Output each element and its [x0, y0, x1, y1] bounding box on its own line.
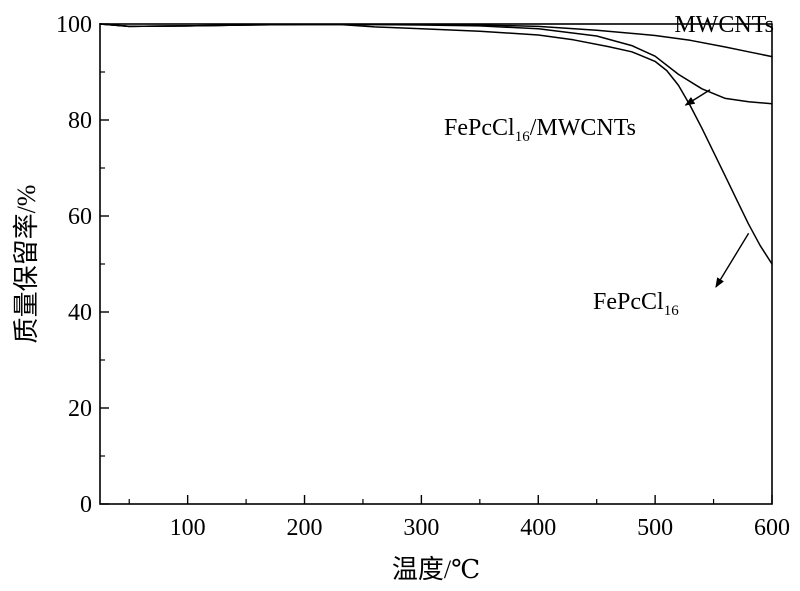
- annotation-arrow-composite: [684, 89, 711, 106]
- annotation-arrow-fepccl16: [715, 232, 750, 288]
- y-axis-ticks: 0 20 40 60 80 100: [56, 12, 109, 518]
- label-mwcnts: MWCNTs: [674, 12, 774, 38]
- y-tick-label: 80: [68, 108, 92, 134]
- plot-frame: [99, 23, 773, 505]
- y-tick-label: 100: [56, 12, 92, 38]
- x-tick-label: 100: [170, 515, 206, 541]
- x-tick-label: 200: [287, 515, 323, 541]
- x-tick-label: 400: [520, 515, 556, 541]
- x-tick-label: 300: [403, 515, 439, 541]
- label-fepccl16: FePcCl16: [593, 289, 679, 319]
- y-tick-label: 0: [80, 492, 92, 518]
- label-fepccl16-mwcnts-main: FePcCl: [444, 115, 515, 141]
- x-axis-ticks: 100 200 300 400 500 600: [128, 495, 790, 541]
- annotation-layer: [684, 89, 750, 288]
- series-layer: [99, 23, 773, 265]
- x-tick-label: 500: [637, 515, 673, 541]
- x-tick-label: 600: [754, 515, 790, 541]
- label-fepccl16-mwcnts-rest: /MWCNTs: [530, 115, 636, 141]
- y-tick-label: 20: [68, 396, 92, 422]
- label-fepccl16-main: FePcCl: [593, 289, 664, 315]
- y-tick-label: 60: [68, 204, 92, 230]
- label-fepccl16-mwcnts-sub: 16: [515, 129, 531, 145]
- series-line-1: [99, 23, 773, 105]
- series-line-2: [99, 23, 773, 265]
- y-axis-label: 质量保留率/%: [12, 185, 41, 344]
- label-fepccl16-sub: 16: [664, 303, 680, 319]
- label-fepccl16-mwcnts: FePcCl16/MWCNTs: [444, 115, 636, 145]
- x-axis-label: 温度/℃: [392, 555, 480, 584]
- y-tick-label: 40: [68, 300, 92, 326]
